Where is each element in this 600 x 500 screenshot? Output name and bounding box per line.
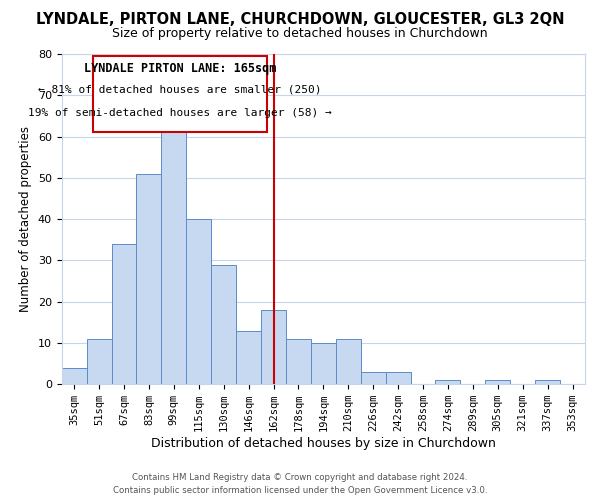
Bar (161, 116, 186, 384)
Bar (186, 219, 211, 384)
Text: LYNDALE PIRTON LANE: 165sqm: LYNDALE PIRTON LANE: 165sqm (84, 62, 276, 76)
Y-axis label: Number of detached properties: Number of detached properties (19, 126, 32, 312)
Bar (261, 310, 286, 384)
Text: Size of property relative to detached houses in Churchdown: Size of property relative to detached ho… (112, 28, 488, 40)
Bar (386, 372, 410, 384)
Bar (535, 380, 560, 384)
Bar (112, 244, 136, 384)
Bar (236, 330, 261, 384)
X-axis label: Distribution of detached houses by size in Churchdown: Distribution of detached houses by size … (151, 437, 496, 450)
Bar (86, 339, 112, 384)
Text: ← 81% of detached houses are smaller (250): ← 81% of detached houses are smaller (25… (38, 85, 322, 95)
Bar (361, 372, 386, 384)
Bar (485, 380, 510, 384)
Bar (311, 343, 336, 384)
Bar (286, 339, 311, 384)
Bar (211, 264, 236, 384)
Bar (436, 380, 460, 384)
Text: LYNDALE, PIRTON LANE, CHURCHDOWN, GLOUCESTER, GL3 2QN: LYNDALE, PIRTON LANE, CHURCHDOWN, GLOUCE… (36, 12, 564, 28)
Text: 19% of semi-detached houses are larger (58) →: 19% of semi-detached houses are larger (… (28, 108, 332, 118)
Text: Contains HM Land Registry data © Crown copyright and database right 2024.
Contai: Contains HM Land Registry data © Crown c… (113, 473, 487, 495)
Bar (136, 174, 161, 384)
Bar (62, 368, 86, 384)
FancyBboxPatch shape (93, 56, 267, 132)
Bar (336, 339, 361, 384)
